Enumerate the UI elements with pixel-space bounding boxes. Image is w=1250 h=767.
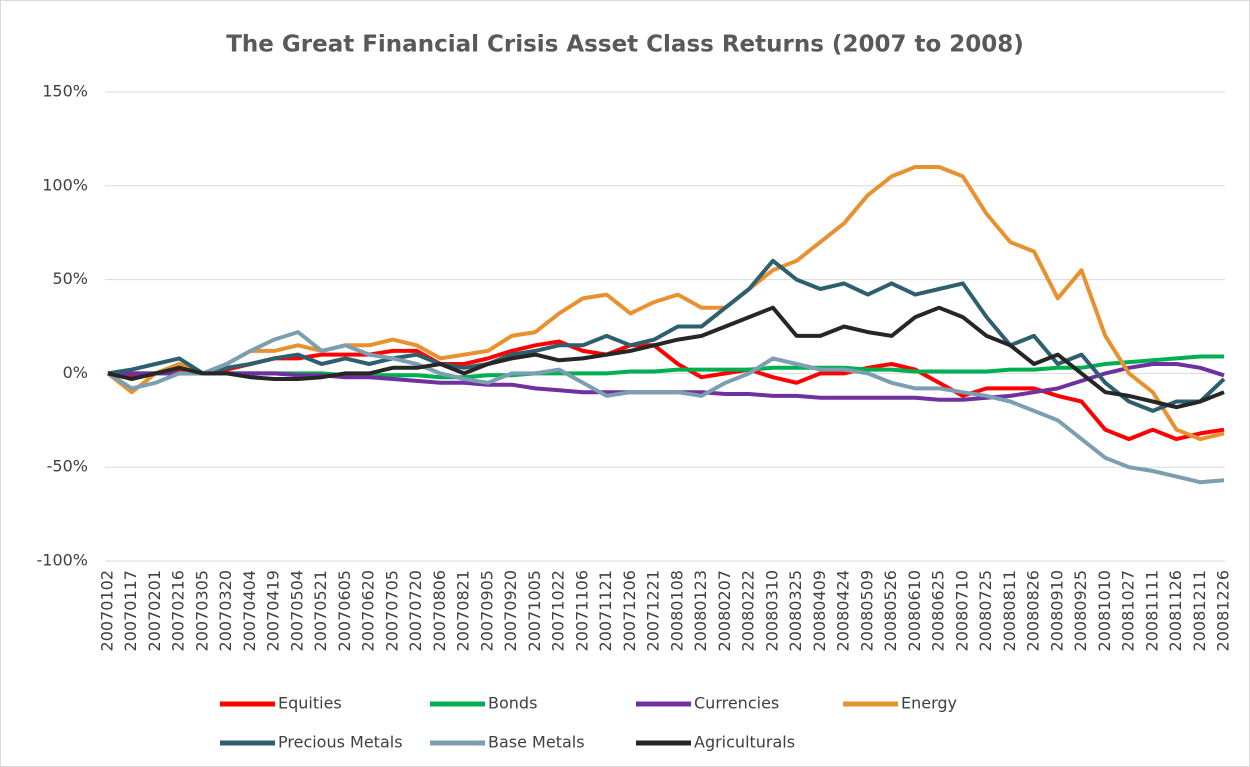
x-tick-label: 20071005 bbox=[525, 570, 544, 651]
x-tick-label: 20071221 bbox=[644, 570, 663, 651]
y-tick-label: 50% bbox=[52, 269, 88, 288]
x-tick-label: 20070305 bbox=[192, 570, 211, 651]
x-tick-label: 20070620 bbox=[359, 570, 378, 651]
x-tick-label: 20070821 bbox=[454, 570, 473, 651]
series-line bbox=[107, 258, 1226, 413]
x-tick-label: 20080123 bbox=[691, 570, 710, 651]
legend-label: Energy bbox=[901, 694, 957, 713]
x-tick-label: 20070705 bbox=[382, 570, 401, 651]
x-tick-label: 20070806 bbox=[430, 570, 449, 651]
x-tick-label: 20070605 bbox=[335, 570, 354, 651]
x-tick-label: 20080910 bbox=[1047, 570, 1066, 651]
x-tick-label: 20070117 bbox=[121, 570, 140, 651]
x-tick-label: 20080925 bbox=[1071, 570, 1090, 651]
legend-label: Base Metals bbox=[488, 733, 585, 752]
x-tick-label: 20070102 bbox=[98, 570, 117, 651]
x-tick-label: 20081126 bbox=[1166, 570, 1185, 651]
legend-label: Currencies bbox=[694, 694, 779, 713]
legend-label: Precious Metals bbox=[278, 733, 403, 752]
x-tick-label: 20081211 bbox=[1190, 570, 1209, 651]
x-tick-label: 20081111 bbox=[1142, 570, 1161, 651]
x-tick-label: 20080725 bbox=[976, 570, 995, 651]
x-tick-label: 20080325 bbox=[786, 570, 805, 651]
x-tick-label: 20081027 bbox=[1119, 570, 1138, 651]
x-tick-label: 20070504 bbox=[287, 570, 306, 651]
x-tick-label: 20070720 bbox=[406, 570, 425, 651]
x-tick-label: 20080826 bbox=[1024, 570, 1043, 651]
x-tick-label: 20070201 bbox=[145, 570, 164, 651]
x-tick-label: 20080409 bbox=[810, 570, 829, 651]
x-tick-label: 20070320 bbox=[216, 570, 235, 651]
x-tick-label: 20080310 bbox=[762, 570, 781, 651]
legend-label: Equities bbox=[278, 694, 342, 713]
x-tick-label: 20080222 bbox=[739, 570, 758, 651]
legend-label: Agriculturals bbox=[694, 733, 795, 752]
x-tick-label: 20080625 bbox=[929, 570, 948, 651]
chart-title: The Great Financial Crisis Asset Class R… bbox=[226, 32, 1024, 58]
x-tick-label: 20070920 bbox=[501, 570, 520, 651]
x-tick-label: 20070419 bbox=[264, 570, 283, 651]
x-tick-label: 20080610 bbox=[905, 570, 924, 651]
x-tick-label: 20080207 bbox=[715, 570, 734, 651]
x-tick-label: 20080710 bbox=[952, 570, 971, 651]
x-tick-label: 20070216 bbox=[169, 570, 188, 651]
x-tick-label: 20080424 bbox=[834, 570, 853, 651]
y-tick-label: 100% bbox=[42, 175, 88, 194]
series-line bbox=[106, 330, 1225, 485]
x-tick-label: 20080108 bbox=[667, 570, 686, 651]
x-tick-label: 20071022 bbox=[549, 570, 568, 651]
y-tick-label: 150% bbox=[42, 82, 88, 101]
x-tick-label: 20081010 bbox=[1095, 570, 1114, 651]
x-tick-label: 20080526 bbox=[881, 570, 900, 651]
y-tick-label: 0% bbox=[63, 363, 88, 382]
x-tick-label: 20071206 bbox=[620, 570, 639, 651]
y-tick-label: -50% bbox=[47, 457, 88, 476]
series-line bbox=[107, 305, 1225, 410]
x-tick-label: 20071106 bbox=[572, 570, 591, 651]
legend-label: Bonds bbox=[488, 694, 537, 713]
y-tick-label: -100% bbox=[36, 551, 88, 570]
series-line bbox=[106, 165, 1225, 442]
x-tick-label: 20070905 bbox=[477, 570, 496, 651]
x-tick-label: 20080509 bbox=[857, 570, 876, 651]
x-tick-label: 20080811 bbox=[1000, 570, 1019, 651]
x-tick-label: 20070404 bbox=[240, 570, 259, 651]
x-tick-label: 20081226 bbox=[1214, 570, 1233, 651]
x-tick-label: 20071121 bbox=[596, 570, 615, 651]
x-tick-label: 20070521 bbox=[311, 570, 330, 651]
